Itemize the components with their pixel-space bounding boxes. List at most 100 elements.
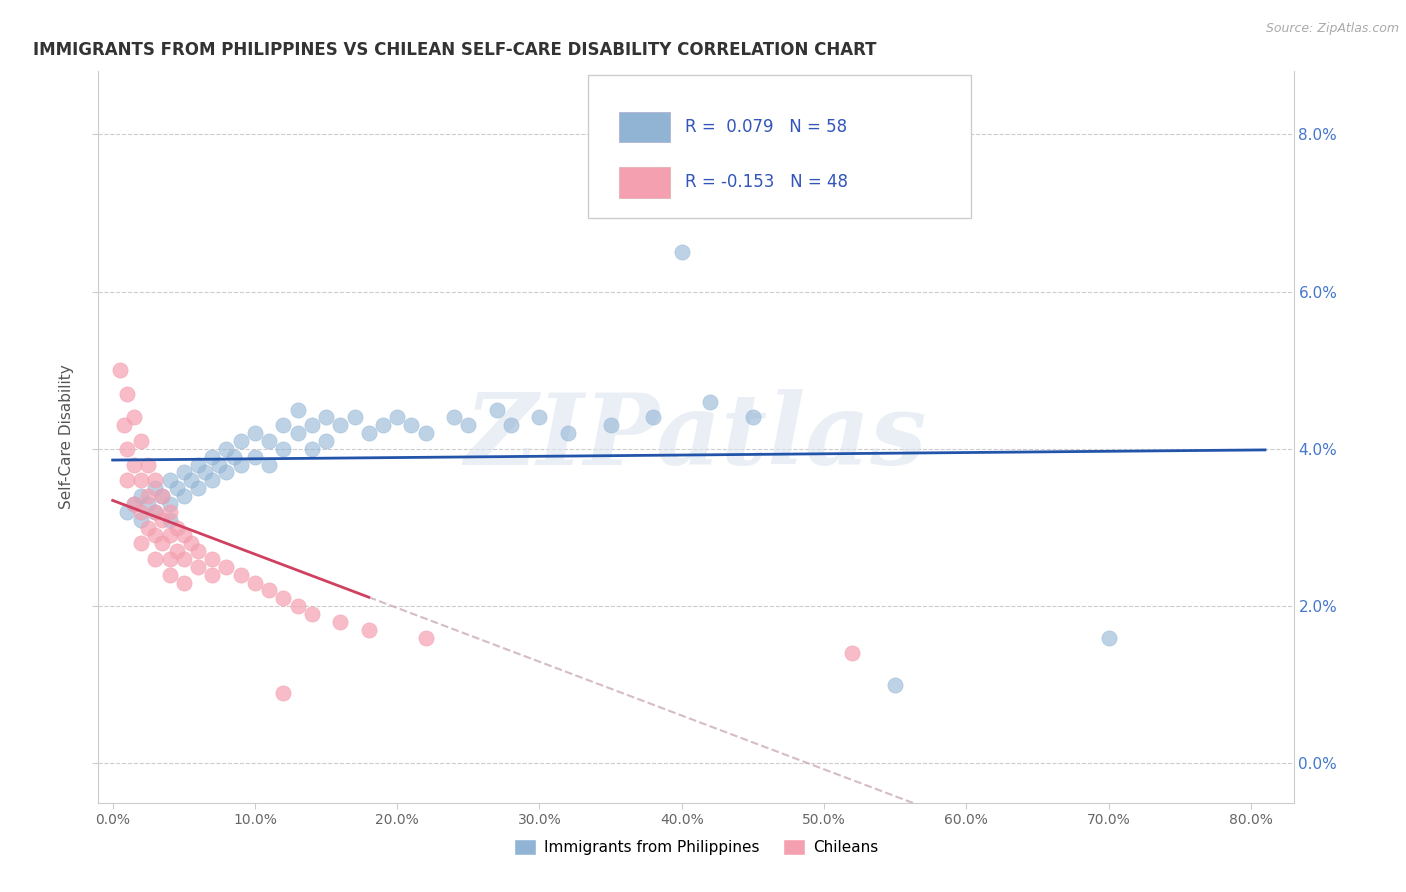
Point [329, 615, 352, 629]
Legend: Immigrants from Philippines, Chileans: Immigrants from Philippines, Chileans [508, 833, 884, 861]
Point [273, 418, 295, 433]
Point [315, 434, 337, 448]
Point [159, 497, 181, 511]
Point [257, 434, 280, 448]
Point [122, 497, 145, 511]
Point [143, 505, 166, 519]
Point [457, 418, 479, 433]
Point [136, 458, 159, 472]
Point [385, 410, 409, 425]
Point [115, 442, 138, 456]
Point [159, 528, 181, 542]
Point [215, 466, 238, 480]
Point [129, 513, 152, 527]
Point [257, 583, 280, 598]
Point [173, 489, 195, 503]
Point [122, 410, 145, 425]
Point [115, 473, 138, 487]
Point [159, 473, 181, 487]
Point [315, 410, 337, 425]
Point [115, 505, 138, 519]
Point [229, 458, 252, 472]
Point [415, 426, 437, 441]
Point [229, 434, 252, 448]
Point [201, 552, 224, 566]
Point [122, 458, 145, 472]
Point [129, 473, 152, 487]
Point [143, 505, 166, 519]
Point [343, 410, 366, 425]
Point [201, 450, 224, 464]
Point [443, 410, 465, 425]
Point [166, 520, 188, 534]
Point [173, 528, 195, 542]
Point [112, 418, 135, 433]
Text: R = -0.153   N = 48: R = -0.153 N = 48 [685, 173, 848, 191]
Point [152, 513, 174, 527]
Point [301, 607, 323, 621]
Point [129, 434, 152, 448]
FancyBboxPatch shape [620, 112, 669, 143]
Point [499, 418, 522, 433]
Point [129, 489, 152, 503]
Point [166, 544, 188, 558]
Point [187, 458, 209, 472]
Point [287, 402, 309, 417]
Point [129, 536, 152, 550]
Point [841, 646, 863, 660]
Text: R =  0.079   N = 58: R = 0.079 N = 58 [685, 118, 848, 136]
Y-axis label: Self-Care Disability: Self-Care Disability [59, 365, 75, 509]
Point [166, 481, 188, 495]
Point [229, 567, 252, 582]
Text: ZIPatlas: ZIPatlas [465, 389, 927, 485]
Point [143, 528, 166, 542]
Point [599, 418, 621, 433]
Point [371, 418, 394, 433]
Point [215, 559, 238, 574]
Point [108, 363, 131, 377]
Point [187, 544, 209, 558]
Point [287, 599, 309, 614]
Point [485, 402, 508, 417]
Point [136, 497, 159, 511]
Point [173, 575, 195, 590]
Point [273, 686, 295, 700]
Point [529, 410, 551, 425]
Point [301, 418, 323, 433]
Point [159, 513, 181, 527]
Point [129, 505, 152, 519]
Point [180, 536, 202, 550]
Point [643, 410, 665, 425]
Point [159, 567, 181, 582]
Text: IMMIGRANTS FROM PHILIPPINES VS CHILEAN SELF-CARE DISABILITY CORRELATION CHART: IMMIGRANTS FROM PHILIPPINES VS CHILEAN S… [32, 41, 876, 59]
FancyBboxPatch shape [589, 75, 972, 218]
Point [194, 466, 217, 480]
Point [243, 450, 266, 464]
Point [287, 426, 309, 441]
Point [143, 481, 166, 495]
Point [201, 567, 224, 582]
Point [222, 450, 245, 464]
Point [159, 552, 181, 566]
Point [187, 559, 209, 574]
Point [1097, 631, 1119, 645]
Point [159, 505, 181, 519]
Point [143, 473, 166, 487]
Point [357, 426, 380, 441]
Point [180, 473, 202, 487]
Point [401, 418, 423, 433]
Point [884, 678, 907, 692]
Point [136, 489, 159, 503]
Point [143, 552, 166, 566]
Point [201, 473, 224, 487]
Text: Source: ZipAtlas.com: Source: ZipAtlas.com [1265, 22, 1399, 36]
Point [699, 394, 721, 409]
Point [329, 418, 352, 433]
Point [273, 591, 295, 606]
Point [122, 497, 145, 511]
Point [741, 410, 763, 425]
Point [152, 489, 174, 503]
Point [152, 536, 174, 550]
Point [243, 575, 266, 590]
Point [273, 442, 295, 456]
